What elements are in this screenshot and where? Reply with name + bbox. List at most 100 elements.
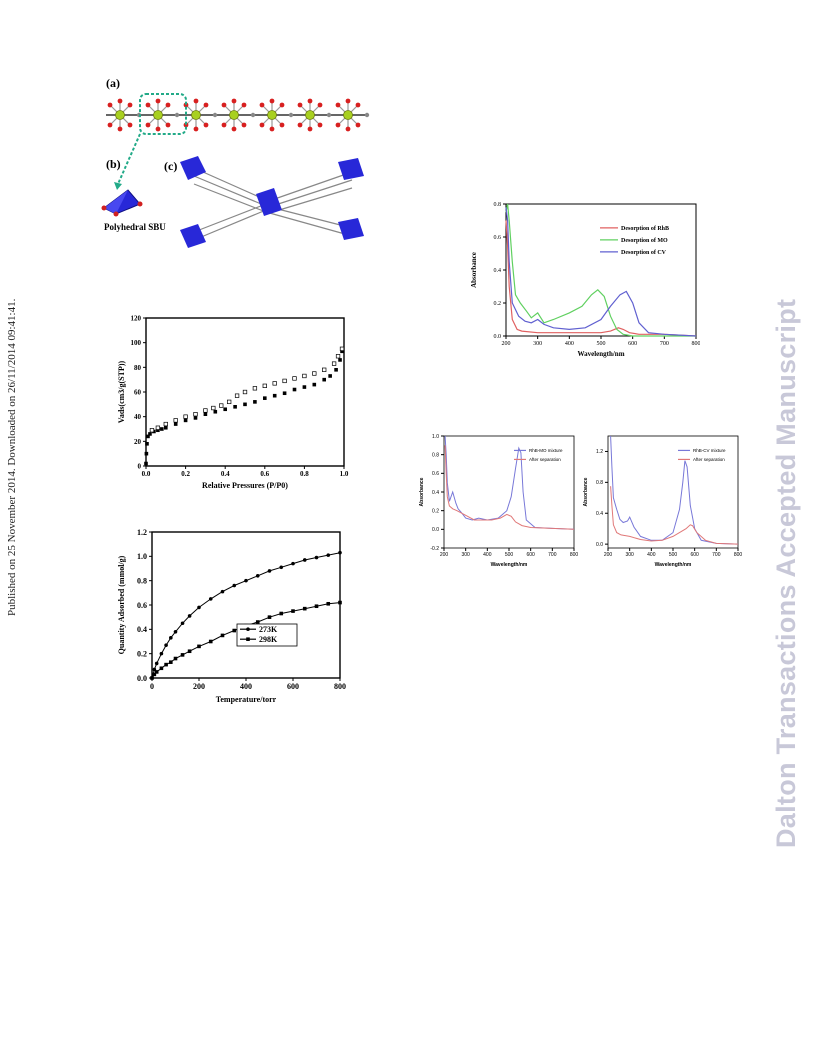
data-point <box>164 662 168 667</box>
oxygen-atom <box>259 102 265 108</box>
data-point <box>223 407 227 412</box>
oxygen-atom <box>193 126 199 132</box>
oxygen-atom <box>183 122 189 128</box>
sbu-oxygen <box>101 205 107 211</box>
data-point <box>154 670 159 674</box>
oxygen-atom <box>317 122 323 128</box>
y-tick-label: 0.2 <box>432 508 439 514</box>
structure-figure: (a) (b) (c) Polyhedral SBU <box>101 76 370 248</box>
metal-atom <box>229 110 239 120</box>
y-tick-label: 40 <box>134 413 142 421</box>
sbu-oxygen <box>113 211 119 217</box>
y-tick-label: 0.0 <box>596 542 603 548</box>
data-point <box>183 414 188 419</box>
data-point <box>312 371 317 376</box>
accepted-manuscript-watermark: Dalton Transactions Accepted Manuscript <box>771 299 801 858</box>
oxygen-atom <box>145 122 151 128</box>
metal-atom <box>153 110 163 120</box>
y-tick-label: 0.8 <box>432 452 439 458</box>
oxygen-atom <box>241 102 247 108</box>
oxygen-atom <box>307 98 313 104</box>
x-tick-label: 300 <box>533 341 542 347</box>
legend-label: After separation <box>529 457 561 462</box>
data-point <box>334 368 338 372</box>
y-tick-label: 0.4 <box>596 511 603 517</box>
data-point <box>267 569 272 573</box>
oxygen-atom <box>241 122 247 128</box>
data-point <box>148 432 152 436</box>
x-tick-label: 300 <box>625 552 634 558</box>
data-point <box>272 393 277 398</box>
y-tick-label: 0.6 <box>137 601 147 610</box>
legend-label: RhB-CV mixture <box>693 448 726 453</box>
data-point <box>169 660 173 664</box>
oxygen-atom <box>355 122 361 128</box>
metal-chain-diagram <box>106 93 370 190</box>
data-point <box>163 421 168 427</box>
y-axis-label: Absorbance <box>583 477 589 506</box>
desorption-chart: 200 300 400 500 600 700 800 0.0 0.2 0.4 0.6 0.8 Wave… <box>470 202 700 358</box>
data-point <box>183 418 188 423</box>
data-point <box>267 615 272 619</box>
x-tick-label: 0.6 <box>260 470 269 478</box>
y-tick-label: 0.0 <box>494 334 502 340</box>
x-tick-label: 0.0 <box>142 470 151 478</box>
data-point <box>232 583 237 588</box>
data-point <box>234 393 240 398</box>
y-tick-label: 0.2 <box>137 649 147 658</box>
data-point <box>149 428 155 433</box>
y-axis-label: Absorbance <box>470 252 478 288</box>
oxygen-atom <box>117 126 123 132</box>
x-axis-label: Wavelength/nm <box>491 562 528 568</box>
data-point <box>213 409 218 414</box>
oxygen-atom <box>231 126 237 132</box>
legend-label: Desorption of MO <box>621 238 668 244</box>
oxygen-atom <box>155 98 161 104</box>
carbon-atom <box>326 112 332 118</box>
data-point <box>338 358 342 362</box>
oxygen-atom <box>155 126 161 132</box>
sbu-node <box>338 158 364 180</box>
data-point <box>227 399 232 405</box>
x-tick-label: 500 <box>597 341 606 347</box>
x-axis-label: Wavelength/nm <box>577 350 624 358</box>
sbu-polyhedron-face <box>104 190 128 214</box>
legend-label: 273K <box>259 625 278 634</box>
polyhedral-sbu <box>101 189 143 217</box>
oxygen-atom <box>165 102 171 108</box>
data-point <box>197 605 201 610</box>
y-tick-label: 60 <box>134 388 142 396</box>
oxygen-atom <box>345 126 351 132</box>
data-point <box>340 349 344 354</box>
data-point <box>255 620 260 624</box>
data-point <box>159 666 164 671</box>
data-point <box>154 661 159 666</box>
oxygen-atom <box>317 102 323 108</box>
label-a: (a) <box>106 76 120 90</box>
y-tick-label: 0.4 <box>137 625 147 634</box>
data-point <box>291 609 295 613</box>
x-tick-label: 200 <box>193 682 205 691</box>
x-tick-label: 600 <box>526 552 535 558</box>
isotherm-chart: 0.0 0.2 0.4 0.6 0.8 1.0 0 20 40 60 80 100 120 Relativ… <box>117 314 349 490</box>
oxygen-atom <box>231 98 237 104</box>
chain-nodes <box>107 98 370 132</box>
y-tick-label: 0.8 <box>596 480 603 486</box>
data-point <box>279 611 284 616</box>
data-point <box>331 361 337 366</box>
data-point <box>232 628 237 633</box>
x-tick-label: 0.8 <box>300 470 309 478</box>
x-tick-label: 400 <box>240 682 252 691</box>
data-point <box>150 676 154 680</box>
x-tick-label: 700 <box>660 341 669 347</box>
x-axis-label: Wavelength/nm <box>655 562 692 568</box>
data-point <box>152 672 157 677</box>
y-tick-label: 120 <box>131 314 142 322</box>
data-point <box>220 633 225 638</box>
sbu-arrow-head <box>114 182 122 190</box>
data-point <box>197 644 201 649</box>
co2-adsorption-chart: 0 200 400 600 800 0.0 0.2 0.4 0.6 0.8 1.0 1.2 Temper… <box>117 528 346 704</box>
x-tick-label: 400 <box>565 341 574 347</box>
x-tick-label: 600 <box>628 341 637 347</box>
sbu-node <box>256 188 282 216</box>
